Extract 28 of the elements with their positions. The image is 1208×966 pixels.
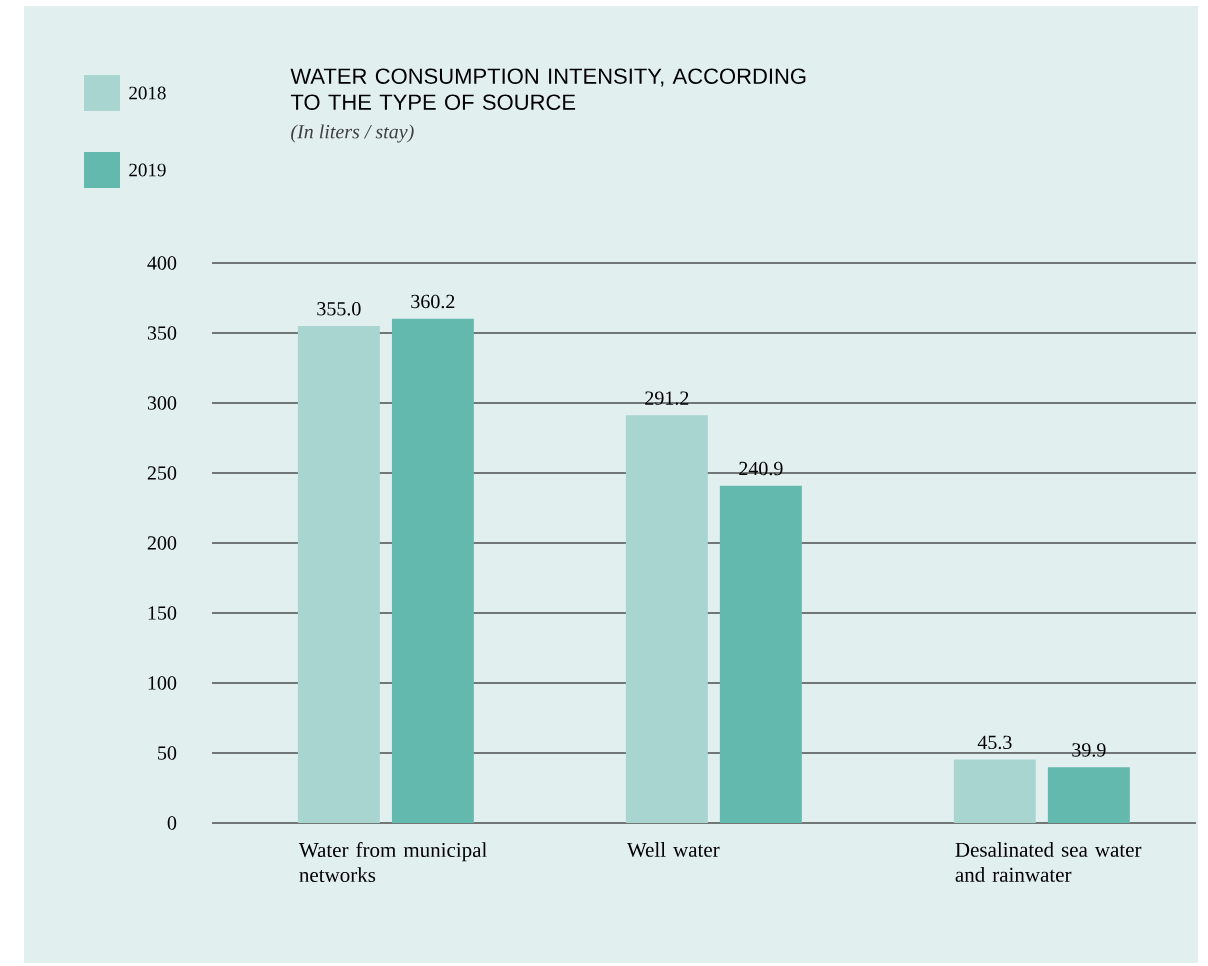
- y-tick-label: 250: [147, 466, 177, 480]
- x-tick-label: Water from municipal networks: [298, 842, 487, 883]
- chart-subtitle: (In liters / stay): [291, 124, 414, 143]
- data-label: 240.9: [739, 461, 783, 476]
- bar: [625, 415, 708, 823]
- y-tick-label: 300: [147, 396, 177, 410]
- bar: [719, 485, 802, 823]
- data-label: 45.3: [977, 735, 1012, 750]
- data-label: 291.2: [645, 391, 689, 405]
- bar: [1047, 767, 1130, 823]
- chart-title: WATER CONSUMPTION INTENSITY, ACCORDING TO THE TYPE OF SOURCE: [290, 68, 806, 110]
- y-tick-label: 50: [158, 746, 177, 760]
- bar: [953, 759, 1036, 823]
- data-label: 360.2: [411, 294, 455, 309]
- y-tick-label: 400: [147, 256, 177, 270]
- data-label: 355.0: [317, 302, 361, 316]
- x-tick-label: Well water: [626, 842, 720, 857]
- y-tick-label: 0: [167, 816, 177, 830]
- y-tick-label: 350: [147, 326, 177, 340]
- legend-label: 2018: [129, 86, 166, 100]
- bar: [391, 318, 474, 823]
- y-tick-label: 150: [148, 606, 177, 620]
- x-tick-label: Desalinated sea water and rainwater: [955, 842, 1142, 882]
- bar: [297, 326, 380, 823]
- y-tick-label: 100: [148, 676, 177, 690]
- data-label: 39.9: [1072, 743, 1106, 757]
- legend-label: 2019: [129, 163, 166, 177]
- y-tick-label: 200: [147, 536, 177, 550]
